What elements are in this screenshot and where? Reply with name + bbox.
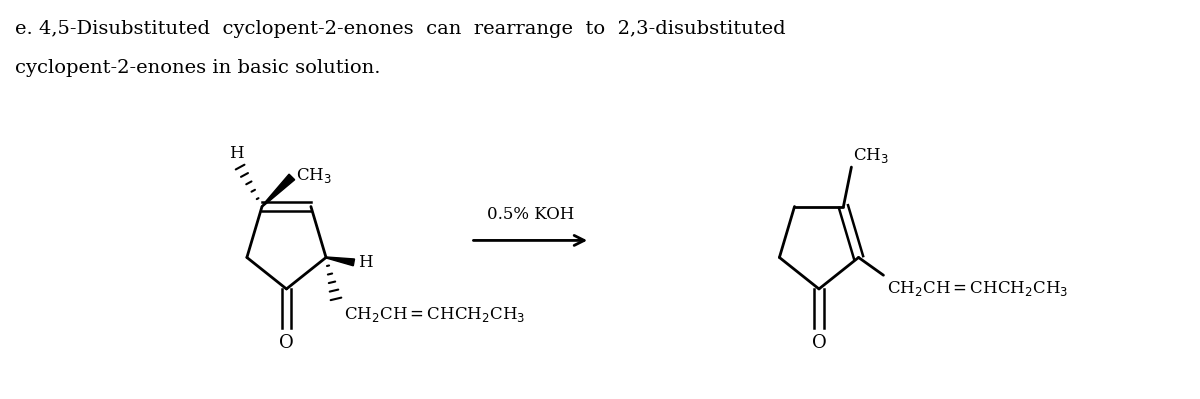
Text: e. 4,5-Disubstituted  cyclopent-2-enones  can  rearrange  to  2,3-disubstituted: e. 4,5-Disubstituted cyclopent-2-enones … bbox=[14, 20, 785, 38]
Text: CH$_3$: CH$_3$ bbox=[296, 166, 331, 186]
Text: CH$_3$: CH$_3$ bbox=[853, 146, 889, 165]
Text: H: H bbox=[229, 145, 244, 162]
Text: CH$_2$CH$=$CHCH$_2$CH$_3$: CH$_2$CH$=$CHCH$_2$CH$_3$ bbox=[344, 305, 526, 324]
Text: CH$_2$CH$=$CHCH$_2$CH$_3$: CH$_2$CH$=$CHCH$_2$CH$_3$ bbox=[888, 279, 1069, 298]
Text: cyclopent-2-enones in basic solution.: cyclopent-2-enones in basic solution. bbox=[14, 59, 380, 77]
Polygon shape bbox=[262, 174, 295, 207]
Text: H: H bbox=[358, 254, 372, 271]
Text: O: O bbox=[811, 334, 827, 352]
Polygon shape bbox=[326, 257, 354, 266]
Text: 0.5% KOH: 0.5% KOH bbox=[487, 205, 574, 223]
Text: O: O bbox=[280, 334, 294, 352]
